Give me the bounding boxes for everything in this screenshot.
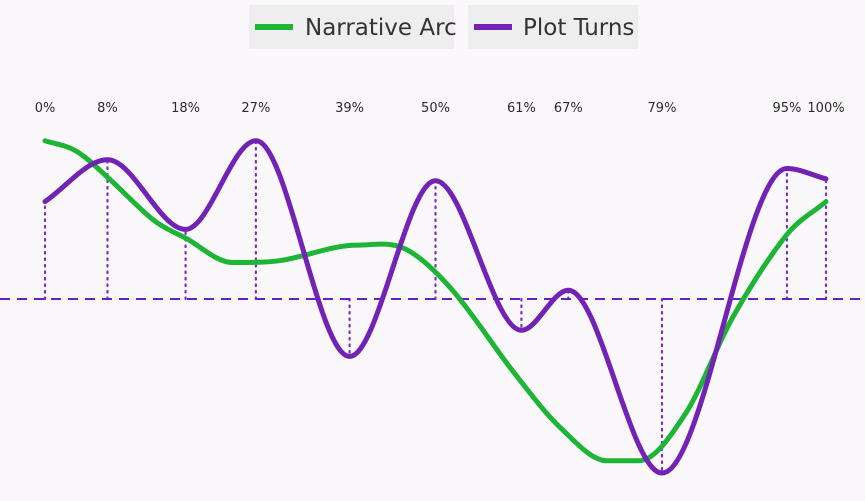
percent-label-1: 8% — [97, 101, 118, 116]
series-line-plot-turns — [42, 138, 829, 476]
percent-label-6: 61% — [507, 101, 536, 116]
percent-label-4: 39% — [335, 101, 364, 116]
series-layer — [42, 138, 829, 476]
percent-label-10: 100% — [807, 101, 844, 116]
legend-entry-narrative-arc[interactable]: Narrative Arc — [249, 5, 457, 49]
legend: Narrative Arc Plot Turns — [249, 5, 638, 49]
drop-lines — [43, 139, 828, 475]
percentage-labels: 0% 8% 18% 27% 39% 50% 61% 67% 79% 95% 100% — [35, 101, 845, 116]
legend-label-narrative-arc: Narrative Arc — [305, 15, 457, 41]
percent-label-9: 95% — [772, 101, 801, 116]
percent-label-5: 50% — [421, 101, 450, 116]
legend-entry-plot-turns[interactable]: Plot Turns — [468, 5, 638, 49]
percent-label-7: 67% — [554, 101, 583, 116]
percent-label-8: 79% — [648, 101, 677, 116]
series-line-narrative-arc — [42, 138, 829, 464]
percent-label-2: 18% — [171, 101, 200, 116]
legend-label-plot-turns: Plot Turns — [523, 15, 634, 41]
percent-label-0: 0% — [35, 101, 56, 116]
percent-label-3: 27% — [241, 101, 270, 116]
